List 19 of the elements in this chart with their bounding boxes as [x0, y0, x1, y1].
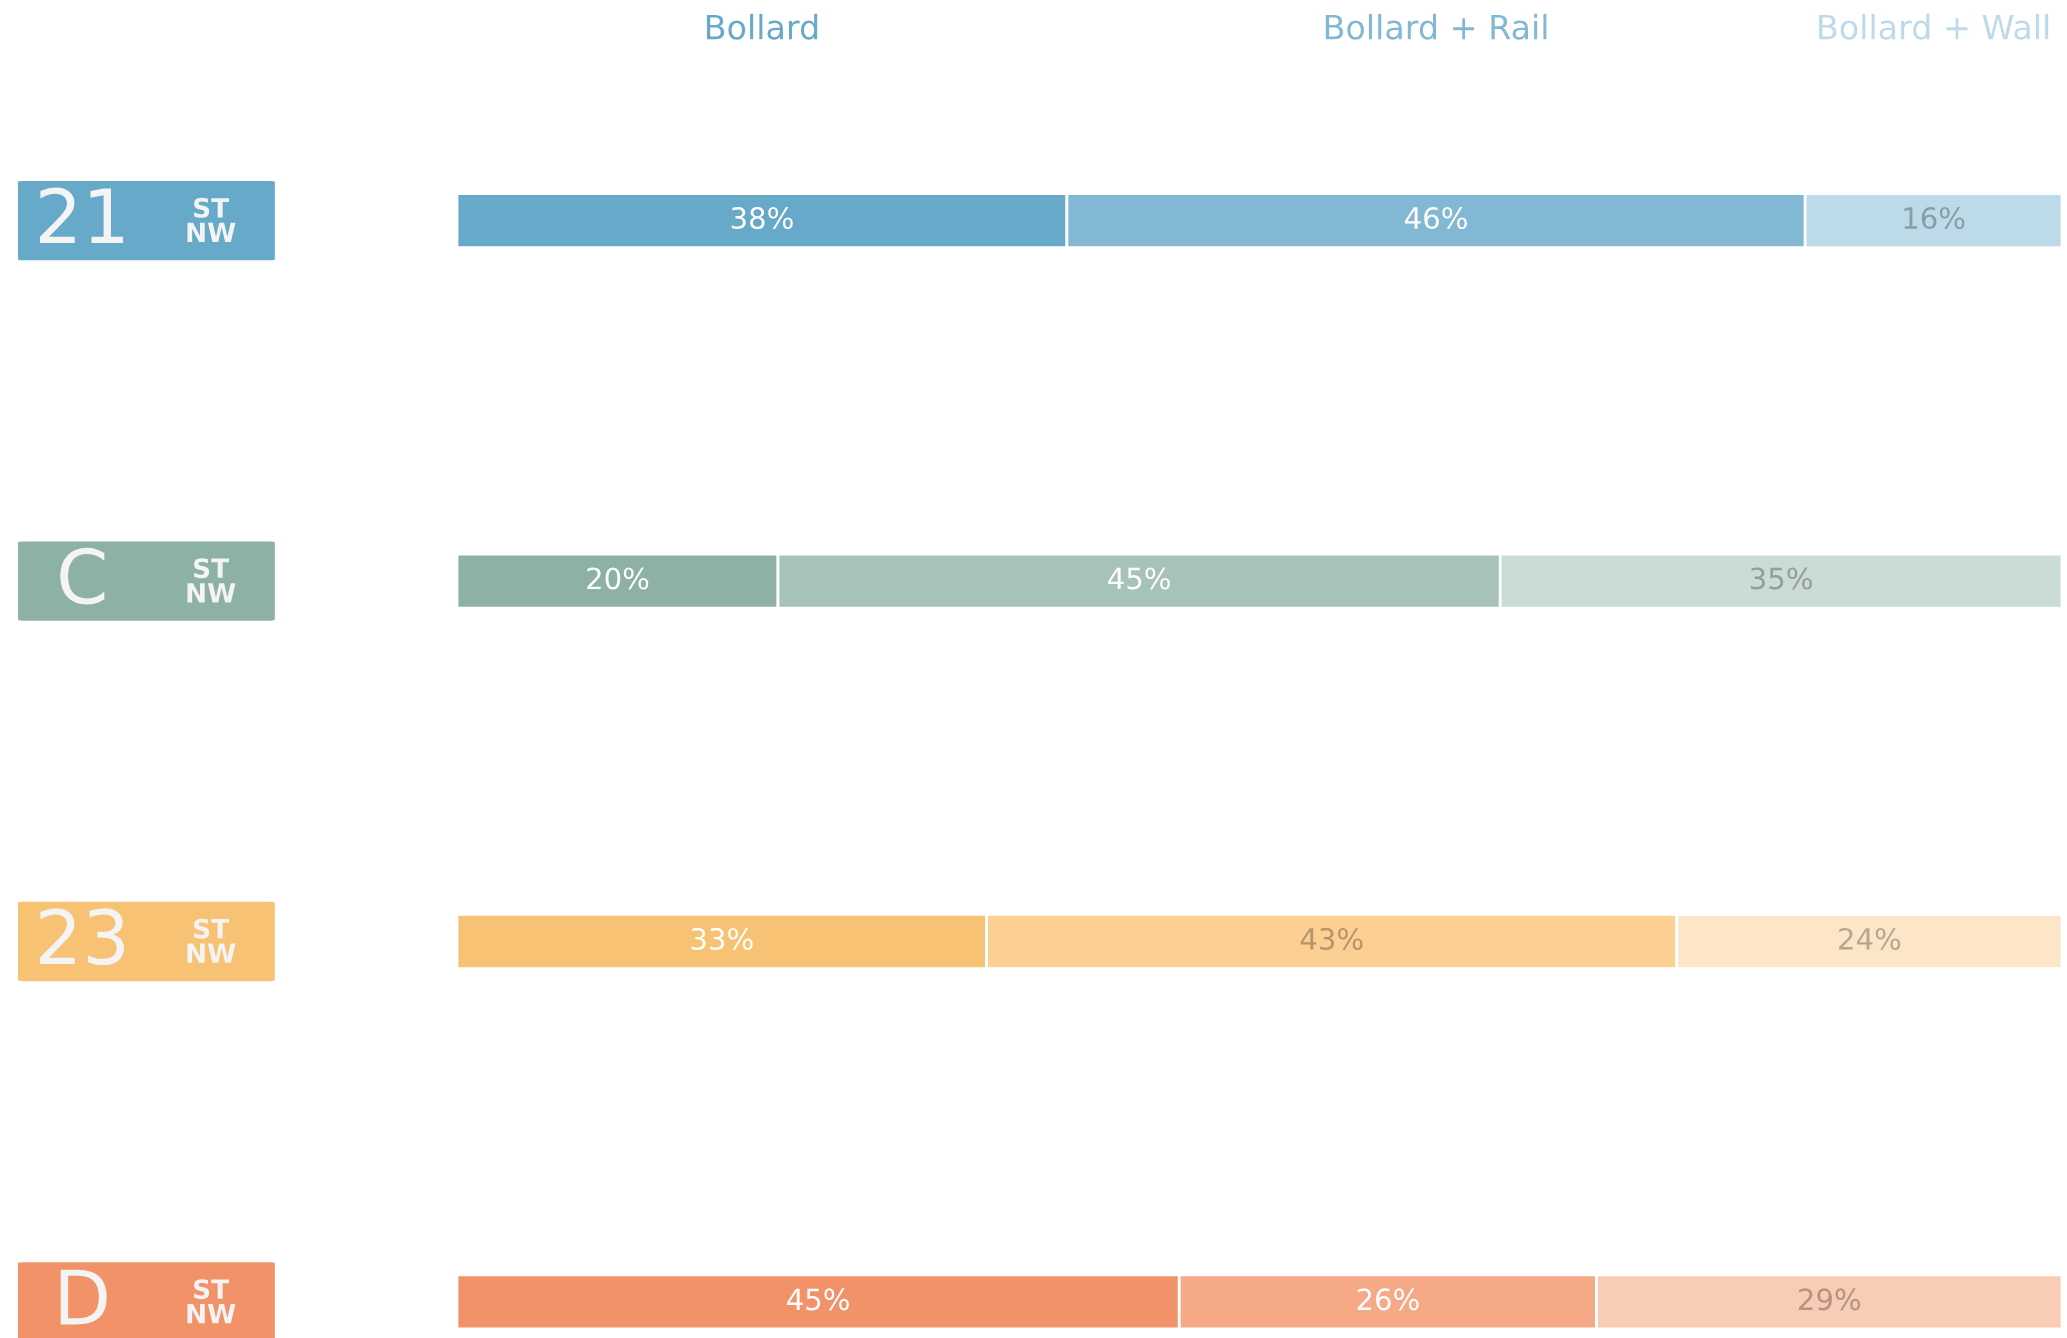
- data-label: 38%: [731, 206, 793, 230]
- data-label: 24%: [1839, 927, 1901, 950]
- data-label: 16%: [1904, 206, 1965, 230]
- data-label: 45%: [1108, 567, 1170, 590]
- data-label: 26%: [1357, 1288, 1419, 1311]
- data-label: 46%: [1405, 206, 1467, 230]
- data-label: 35%: [1750, 567, 1812, 590]
- y-tick-label: D ST NW: [60, 1269, 236, 1325]
- data-label: 45%: [787, 1288, 849, 1311]
- text: Bollard: [706, 13, 818, 40]
- y-tick-label: 21 ST NW: [40, 187, 236, 244]
- data-label: 29%: [1799, 1288, 1861, 1311]
- y-tick-label: C ST NW: [60, 547, 236, 605]
- data-label: 43%: [1300, 927, 1363, 950]
- text: Bollard + Rail: [1325, 13, 1547, 40]
- y-tick-label: 23 ST NW: [40, 908, 236, 966]
- text: Bollard + Wall: [1819, 13, 2049, 40]
- data-label: 20%: [587, 567, 649, 590]
- data-label: 33%: [691, 927, 753, 950]
